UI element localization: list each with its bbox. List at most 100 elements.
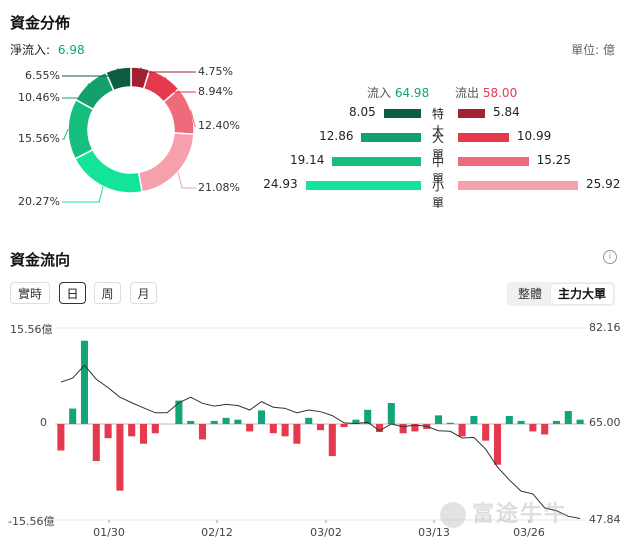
donut-slice-label: 12.40% <box>198 119 240 132</box>
tab-month[interactable]: 月 <box>130 282 157 304</box>
donut-slice-label: 10.46% <box>18 91 60 104</box>
x-tick-label: 03/26 <box>513 526 545 539</box>
flow-bar <box>257 410 266 424</box>
order-size-category: 特大 <box>431 107 444 138</box>
donut-slice-label: 6.55% <box>25 69 60 82</box>
inflow-value: 19.14 <box>290 153 325 167</box>
flow-bar <box>458 424 466 437</box>
outflow-total: 58.00 <box>482 86 518 100</box>
inflow-label: 流入 <box>367 86 392 100</box>
flow-bar <box>80 340 89 424</box>
flow-bar <box>482 424 490 441</box>
flow-bar <box>175 400 183 424</box>
flow-bar <box>328 424 336 457</box>
flow-bar <box>340 424 348 428</box>
flow-bar <box>552 420 561 424</box>
inflow-bar <box>305 181 421 190</box>
net-inflow-value: 6.98 <box>57 43 85 57</box>
unit-label: 單位: 億 <box>571 43 615 57</box>
mode-overall[interactable]: 整體 <box>517 287 542 301</box>
flow-bar <box>151 424 159 434</box>
flow-bar <box>541 424 549 435</box>
donut-leader-line <box>62 186 104 203</box>
net-inflow: 淨流入: 6.98 <box>10 41 85 58</box>
donut-slice-label: 15.56% <box>18 132 60 145</box>
donut-leader-line <box>177 171 196 189</box>
order-size-category: 大單 <box>431 131 444 162</box>
y-left-tick-top: 15.56億 <box>10 323 53 336</box>
flow-bar <box>364 409 372 424</box>
donut-leader-line <box>62 83 89 99</box>
donut-slice <box>104 66 132 92</box>
x-tick-label: 03/02 <box>310 526 342 539</box>
flow-bar <box>399 424 407 434</box>
donut-slice <box>73 148 144 194</box>
info-circle-icon[interactable]: i <box>603 250 617 264</box>
y-right-tick-mid: 65.00 <box>589 416 621 429</box>
flow-bar <box>446 422 454 424</box>
y-left-tick-zero: 0 <box>40 416 47 429</box>
flow-bar <box>104 424 112 439</box>
fund-flow-title: 資金流向 <box>10 251 71 269</box>
flow-bar <box>564 411 572 424</box>
flow-bar <box>352 419 360 424</box>
tab-day[interactable]: 日 <box>59 282 86 304</box>
flow-bar <box>281 424 289 437</box>
watermark-text: 富途牛牛 <box>472 502 569 527</box>
bar-series <box>57 340 584 491</box>
flow-bar <box>411 424 419 432</box>
flow-bar <box>222 417 230 424</box>
donut-slice <box>67 98 95 160</box>
flow-bar <box>139 424 148 444</box>
flow-bar <box>128 424 136 437</box>
outflow-bar <box>458 157 529 166</box>
y-right-tick-bottom: 47.84 <box>589 513 621 526</box>
flow-bar <box>57 424 65 451</box>
outflow-bar <box>458 133 509 142</box>
flow-bar <box>198 424 207 440</box>
inflow-bar <box>383 109 421 118</box>
mode-main-large[interactable]: 主力大單 <box>551 284 613 304</box>
flow-bar <box>210 420 218 424</box>
outflow-bar <box>458 109 486 118</box>
net-inflow-label: 淨流入: <box>10 43 51 57</box>
watermark-logo-icon <box>440 502 466 528</box>
price-line <box>60 364 581 520</box>
outflow-value: 10.99 <box>516 129 552 143</box>
inflow-total: 64.98 <box>394 86 430 100</box>
flow-bar <box>234 419 242 424</box>
outflow-label: 流出 <box>455 86 480 100</box>
donut-leader-lines <box>62 67 196 203</box>
donut-chart <box>62 66 196 203</box>
flow-bar <box>305 417 313 424</box>
tab-realtime[interactable]: 實時 <box>10 282 50 304</box>
tab-week[interactable]: 周 <box>94 282 121 304</box>
order-size-category: 小單 <box>431 179 444 210</box>
inflow-value: 8.05 <box>349 105 376 119</box>
order-size-category: 中單 <box>431 155 444 186</box>
x-tick-label: 03/13 <box>418 526 450 539</box>
donut-slices <box>67 66 195 194</box>
flow-bar <box>92 424 100 462</box>
flow-bar <box>293 424 301 444</box>
donut-slice-label: 21.08% <box>198 181 240 194</box>
donut-slice-label: 8.94% <box>198 85 233 98</box>
watermark: 富途牛牛 <box>440 496 568 528</box>
inflow-header: 流入 64.98 <box>367 84 429 101</box>
fund-flow-chart: 01/30 02/12 03/02 03/13 03/26 <box>55 327 586 539</box>
flow-bar <box>316 424 325 431</box>
flow-bar <box>187 420 195 424</box>
x-tick-label: 02/12 <box>201 526 233 539</box>
flow-bar <box>576 419 584 424</box>
donut-leader-line <box>139 67 196 73</box>
fund-distribution-title: 資金分佈 <box>10 14 71 32</box>
flow-bar <box>375 424 384 433</box>
x-axis-ticks: 01/30 02/12 03/02 03/13 03/26 <box>93 520 545 539</box>
outflow-value: 15.25 <box>536 153 571 167</box>
mode-toggle: 整體 主力大單 <box>507 282 615 306</box>
donut-slice-label: 4.75% <box>198 65 233 78</box>
flow-bar <box>269 424 277 434</box>
y-right-tick-top: 82.16 <box>589 321 621 334</box>
flow-bar <box>493 424 502 465</box>
flow-bar <box>529 424 537 432</box>
